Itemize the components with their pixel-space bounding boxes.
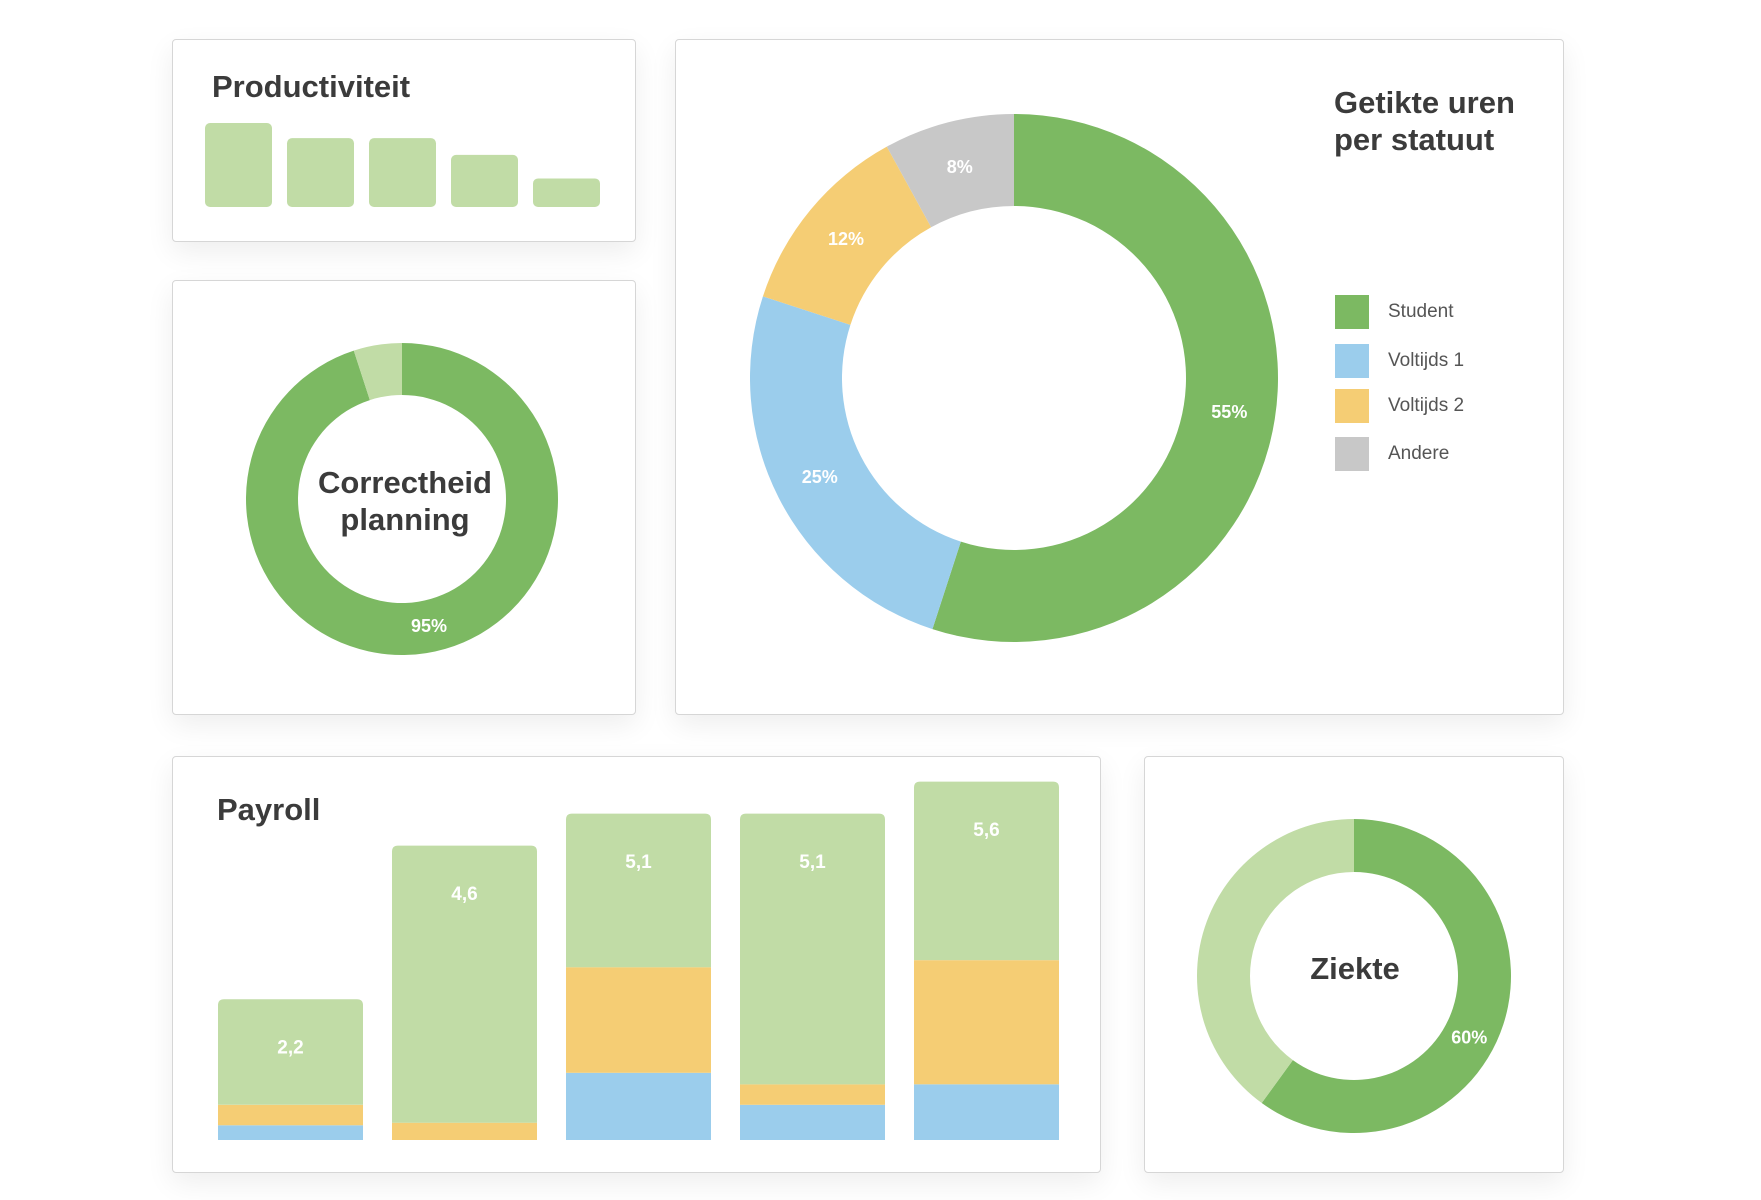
legend-label-voltijds-2: Voltijds 2 (1388, 395, 1465, 416)
legend-swatch-voltijds-1 (1335, 344, 1369, 378)
uren-data-label: 25% (802, 467, 838, 487)
correctheid-data-label: 95% (411, 616, 447, 636)
legend-item-student: Student (1335, 295, 1454, 329)
correctheid-card: 95% Correctheid planning (172, 280, 636, 715)
ziekte-slice-ziekte (1261, 819, 1511, 1133)
payroll-segment-voltijds-1 (218, 1125, 363, 1140)
payroll-total-label: 4,6 (451, 884, 477, 905)
legend-swatch-andere (1335, 437, 1369, 471)
ziekte-data-label: 60% (1451, 1027, 1487, 1047)
payroll-segment-student (566, 813, 711, 968)
uren-data-label: 55% (1211, 402, 1247, 422)
productiviteit-card: Productiviteit (172, 39, 636, 242)
payroll-segment-voltijds-1 (914, 1084, 1059, 1140)
payroll-total-label: 5,6 (973, 820, 999, 841)
correctheid-title-line1: Correctheid (318, 465, 492, 500)
productiviteit-bar (369, 138, 436, 207)
productiviteit-bar (287, 138, 354, 207)
payroll-segment-voltijds-1 (740, 1104, 885, 1140)
payroll-segment-voltijds-2 (218, 1104, 363, 1126)
legend-label-voltijds-1: Voltijds 1 (1388, 350, 1465, 371)
uren-slice-student (932, 114, 1278, 642)
payroll-segment-student (392, 845, 537, 1123)
uren-title-line2: per statuut (1334, 122, 1495, 157)
payroll-segment-voltijds-2 (914, 960, 1059, 1085)
payroll-segment-voltijds-2 (392, 1122, 537, 1140)
payroll-segment-voltijds-1 (566, 1072, 711, 1140)
uren-title: Getikte uren per statuut (1334, 84, 1515, 158)
uren-data-label: 8% (947, 157, 973, 177)
ziekte-slice-rest (1197, 819, 1354, 1104)
payroll-total-label: 5,1 (799, 852, 826, 873)
uren-slice-voltijds-2 (762, 146, 932, 325)
ziekte-donut: 60% (1197, 819, 1511, 1133)
payroll-chart: 2,2 4,6 5,1 5,1 5,6 (218, 781, 1059, 1140)
uren-slice-voltijds-1 (750, 296, 961, 630)
correctheid-center-label: Correctheid planning (255, 464, 555, 538)
productiviteit-chart (205, 123, 600, 207)
uren-data-label: 12% (828, 229, 864, 249)
payroll-total-label: 5,1 (625, 852, 652, 873)
payroll-card: Payroll 2,2 4,6 5,1 5,1 5,6 (172, 756, 1101, 1173)
ziekte-center-label: Ziekte (1310, 951, 1400, 986)
correctheid-title-line2: planning (340, 502, 470, 537)
correctheid-slice-rest (353, 343, 402, 401)
uren-title-line1: Getikte uren (1334, 85, 1515, 120)
payroll-segment-student (218, 999, 363, 1105)
legend-swatch-voltijds-2 (1335, 389, 1369, 423)
payroll-segment-voltijds-2 (566, 967, 711, 1073)
payroll-segment-student (914, 781, 1059, 961)
uren-slice-andere (886, 114, 1014, 228)
payroll-total-label: 2,2 (277, 1038, 303, 1059)
productiviteit-bar (533, 178, 600, 207)
payroll-segment-student (740, 813, 885, 1085)
productiviteit-bar (205, 123, 272, 207)
legend-swatch-student (1335, 295, 1369, 329)
correctheid-donut: 95% (246, 343, 559, 655)
payroll-title: Payroll (217, 792, 321, 827)
uren-card: 55% 25% 12% 8% Getikte uren per statuut Stu… (675, 39, 1564, 715)
legend-label-andere: Andere (1388, 443, 1450, 464)
legend-item-voltijds-2: Voltijds 2 (1335, 389, 1464, 423)
legend-label-student: Student (1388, 301, 1454, 322)
uren-donut: 55% 25% 12% 8% (750, 114, 1278, 642)
payroll-segment-voltijds-2 (740, 1084, 885, 1105)
productiviteit-bar (451, 154, 518, 207)
ziekte-card: 60% Ziekte (1144, 756, 1564, 1173)
productiviteit-title: Productiviteit (212, 69, 411, 104)
legend-item-andere: Andere (1335, 437, 1449, 471)
legend-item-voltijds-1: Voltijds 1 (1335, 344, 1464, 378)
correctheid-slice-correct (246, 343, 559, 655)
